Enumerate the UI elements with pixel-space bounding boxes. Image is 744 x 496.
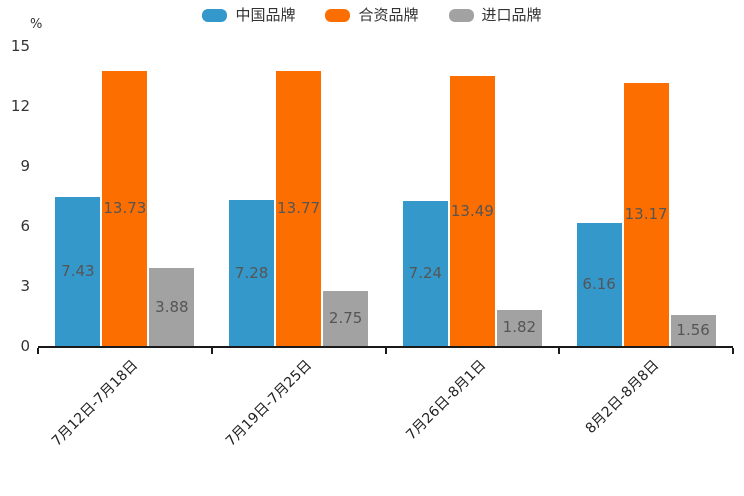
y-axis-tick-label: 6 <box>20 217 30 235</box>
bar-中国品牌-1: 7.43 <box>55 197 101 346</box>
legend-swatch-icon <box>325 9 351 22</box>
legend-item-3[interactable]: 进口品牌 <box>448 6 542 24</box>
bar-合资品牌-1: 13.73 <box>102 71 148 346</box>
y-axis-tick-label: 0 <box>20 337 30 355</box>
x-axis-label: 7月19日-7月25日 <box>222 357 316 450</box>
bar-进口品牌-2: 2.75 <box>323 291 369 346</box>
legend-item-1[interactable]: 中国品牌 <box>202 8 295 23</box>
x-axis-tick-mark <box>732 348 734 354</box>
plot-area: 7.43 13.73 3.88 7.28 13.77 2.75 7.24 13.49 1.82 6… <box>38 46 733 348</box>
y-axis-tick-label: 3 <box>20 277 30 295</box>
x-axis-label: 7月12日-7月18日 <box>49 357 142 450</box>
y-axis-tick-label: 12 <box>10 97 30 115</box>
bar-value-label: 7.43 <box>61 262 95 281</box>
legend-swatch-icon <box>202 9 228 22</box>
bar-value-label: 13.77 <box>277 198 321 217</box>
legend: 中国品牌 合资品牌 进口品牌 <box>0 8 744 23</box>
bar-value-label: 7.24 <box>408 264 443 283</box>
legend-swatch-icon <box>448 9 474 22</box>
bar-value-label: 1.82 <box>502 318 537 337</box>
bar-进口品牌-1: 3.88 <box>149 268 195 346</box>
bar-value-label: 13.49 <box>450 201 494 220</box>
x-axis-label: 7月26日-8月1日 <box>403 357 489 444</box>
x-axis-tick-mark <box>384 348 387 354</box>
x-axis-label: 8月2日-8月8日 <box>583 357 663 437</box>
bar-value-label: 2.75 <box>328 309 363 327</box>
bar-value-label: 7.28 <box>234 263 269 282</box>
bar-value-label: 13.17 <box>624 204 668 223</box>
legend-label: 合资品牌 <box>358 6 419 24</box>
bar-中国品牌-4: 6.16 <box>576 222 622 346</box>
x-axis-tick-mark <box>37 348 39 354</box>
bar-合资品牌-4: 13.17 <box>623 82 669 346</box>
y-axis-tick-label: 15 <box>10 37 30 55</box>
x-axis-tick-mark <box>210 348 213 354</box>
legend-label: 进口品牌 <box>481 6 542 24</box>
bar-value-label: 1.56 <box>676 320 710 339</box>
bar-中国品牌-2: 7.28 <box>229 200 275 346</box>
y-axis-tick-label: 9 <box>20 157 30 175</box>
bar-中国品牌-3: 7.24 <box>402 201 448 346</box>
legend-item-2[interactable]: 合资品牌 <box>325 6 419 24</box>
bar-value-label: 6.16 <box>582 274 616 293</box>
bar-value-label: 13.73 <box>103 199 147 218</box>
y-axis-unit-label: % <box>30 17 43 32</box>
x-axis-tick-mark <box>558 348 561 354</box>
bar-进口品牌-4: 1.56 <box>670 314 716 346</box>
bar-进口品牌-3: 1.82 <box>496 309 542 346</box>
legend-label: 中国品牌 <box>235 6 296 24</box>
bar-合资品牌-2: 13.77 <box>276 70 322 346</box>
bar-合资品牌-3: 13.49 <box>449 76 495 346</box>
bar-value-label: 3.88 <box>155 297 189 316</box>
